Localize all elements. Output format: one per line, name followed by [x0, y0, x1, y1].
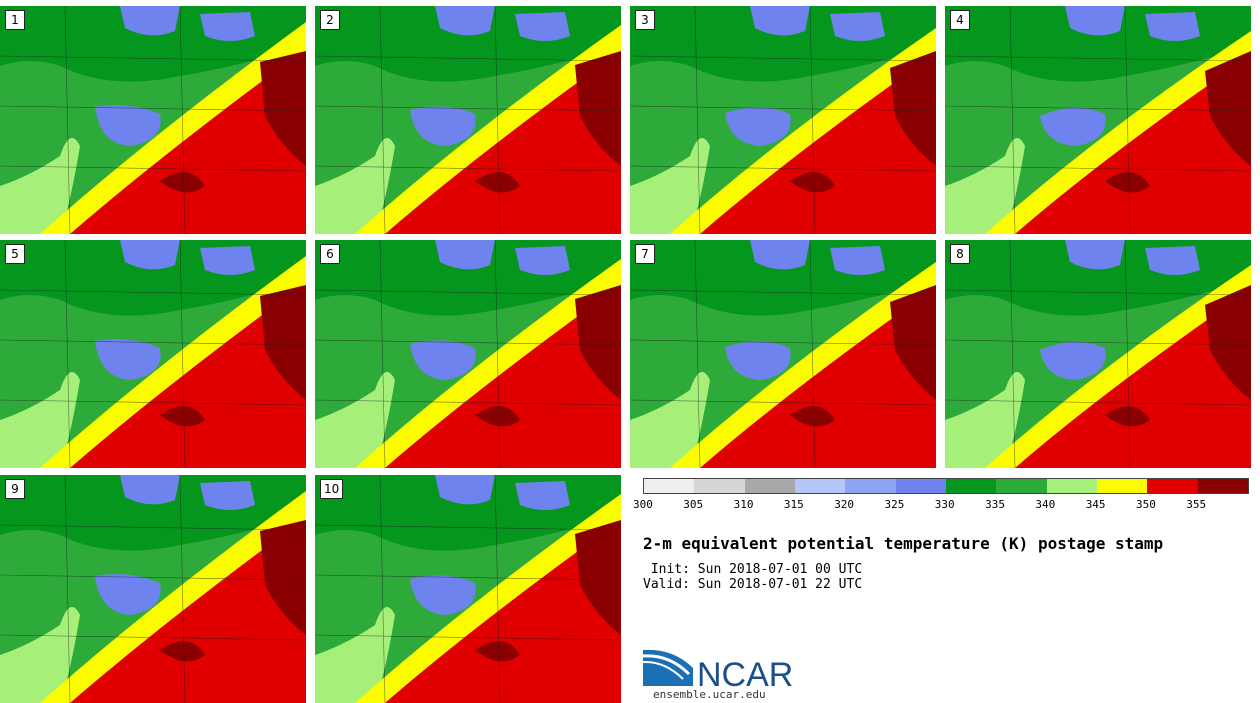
valid-time: Valid: Sun 2018-07-01 22 UTC: [643, 577, 863, 592]
map-panel-3: 3: [630, 6, 936, 234]
stamp-number: 2: [320, 10, 340, 30]
colorbar-swatch-320: [845, 479, 896, 493]
stamp-number: 5: [5, 244, 25, 264]
map-panel-2: 2: [315, 6, 621, 234]
colorbar-swatch-350: [1147, 479, 1198, 493]
map-panel-10: 10: [315, 475, 621, 703]
stamp-number: 7: [635, 244, 655, 264]
colorbar-swatch-345: [1096, 479, 1148, 493]
stamp-number: 6: [320, 244, 340, 264]
colorbar-swatch-305: [694, 479, 745, 493]
stamp-number: 4: [950, 10, 970, 30]
map-panel-1: 1: [0, 6, 306, 234]
colorbar: [643, 478, 1249, 494]
colorbar-swatch-310: [744, 479, 795, 493]
colorbar-tick-label: 325: [884, 498, 905, 511]
map-panel-5: 5: [0, 240, 306, 468]
map-panel-6: 6: [315, 240, 621, 468]
logo-url: ensemble.ucar.edu: [653, 688, 766, 701]
stamp-number: 1: [5, 10, 25, 30]
map-panel-7: 7: [630, 240, 936, 468]
colorbar-swatch-340: [1046, 479, 1097, 493]
colorbar-tick-label: 320: [834, 498, 855, 511]
ncar-logo: NCAR: [643, 649, 793, 690]
colorbar-swatch-315: [794, 479, 846, 493]
colorbar-swatch-355: [1197, 479, 1248, 493]
colorbar-tick-label: 350: [1136, 498, 1156, 511]
colorbar-tick-label: 340: [1035, 498, 1056, 511]
stamp-number: 8: [950, 244, 970, 264]
colorbar-swatch-330: [945, 479, 997, 493]
ncar-logo-text: NCAR: [697, 656, 793, 690]
colorbar-swatch-325: [895, 479, 946, 493]
colorbar-tick-label: 310: [733, 498, 754, 511]
map-panel-4: 4: [945, 6, 1251, 234]
stamp-number: 10: [320, 479, 344, 499]
map-panel-9: 9: [0, 475, 306, 703]
figure-title: 2-m equivalent potential temperature (K)…: [643, 534, 1164, 553]
colorbar-swatch-300: [644, 479, 695, 493]
init-time: Init: Sun 2018-07-01 00 UTC: [643, 562, 863, 577]
stamp-number: 3: [635, 10, 655, 30]
colorbar-tick-label: 330: [934, 498, 955, 511]
colorbar-swatch-335: [996, 479, 1047, 493]
colorbar-tick-label: 345: [1085, 498, 1106, 511]
colorbar-tick-label: 355: [1186, 498, 1207, 511]
stamp-number: 9: [5, 479, 25, 499]
colorbar-tick-label: 300: [633, 498, 653, 511]
colorbar-tick-label: 305: [683, 498, 704, 511]
colorbar-tick-label: 315: [783, 498, 804, 511]
map-panel-8: 8: [945, 240, 1251, 468]
colorbar-tick-label: 335: [985, 498, 1005, 511]
